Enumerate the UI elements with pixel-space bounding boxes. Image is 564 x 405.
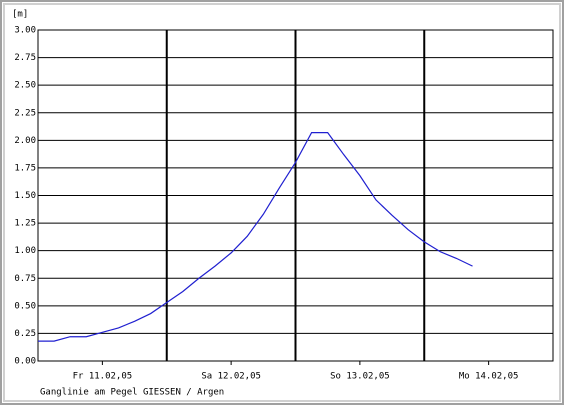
y-tick-label: 1.75: [14, 163, 36, 173]
y-tick-label: 2.25: [14, 108, 36, 118]
x-tick-label: Fr 11.02,05: [73, 372, 133, 382]
series-line: [38, 132, 473, 342]
x-tick-label: Sa 12.02,05: [201, 372, 261, 382]
y-tick-label: 2.50: [14, 81, 36, 91]
caption: Ganglinie am Pegel GIESSEN / Argen: [40, 388, 224, 398]
x-tick-label: Mo 14.02,05: [459, 372, 519, 382]
plot-border: [37, 29, 554, 362]
y-tick-label: 2.00: [14, 136, 36, 146]
y-tick-label: 1.50: [14, 191, 36, 201]
y-tick-label: 0.75: [14, 274, 36, 284]
y-unit: [m]: [12, 10, 28, 20]
frame-inner: [3, 3, 561, 402]
y-tick-label: 3.00: [14, 26, 36, 36]
y-tick-label: 1.00: [14, 246, 36, 256]
x-tick-label: So 13.02,05: [330, 372, 390, 382]
y-tick-label: 0.25: [14, 329, 36, 339]
y-tick-label: 1.25: [14, 219, 36, 229]
y-tick-label: 2.75: [14, 53, 36, 63]
y-tick-label: 0.00: [14, 357, 36, 367]
y-tick-label: 0.50: [14, 301, 36, 311]
